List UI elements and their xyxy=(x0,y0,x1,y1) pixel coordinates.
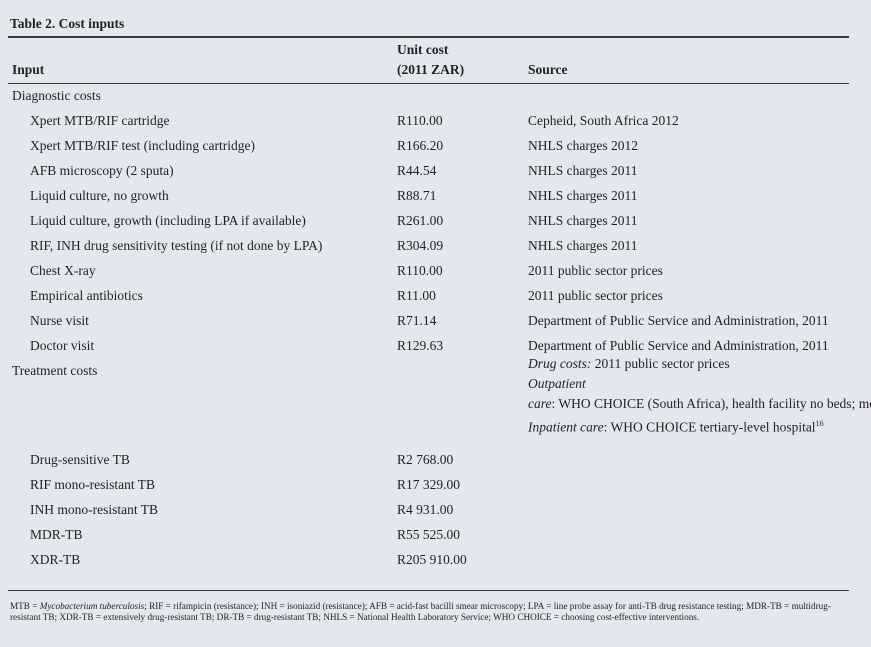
row-unit-cost: R205 910.00 xyxy=(397,552,467,567)
row-unit-cost: R17 329.00 xyxy=(397,477,461,492)
row-input: Chest X-ray xyxy=(30,263,96,278)
row-source: NHLS charges 2011 xyxy=(528,188,638,203)
rule xyxy=(8,36,849,38)
row-input: AFB microscopy (2 sputa) xyxy=(30,163,174,178)
row-input: Empirical antibiotics xyxy=(30,288,143,303)
row-unit-cost: R261.00 xyxy=(397,213,444,228)
row-input: Xpert MTB/RIF test (including cartridge) xyxy=(30,138,255,153)
row-input: Liquid culture, growth (including LPA if… xyxy=(30,213,306,228)
source-notes: Drug costs: 2011 public sector prices Out… xyxy=(528,354,871,438)
header: Unit cost xyxy=(397,42,449,57)
note-label: Drug costs: xyxy=(528,356,592,371)
row-source: NHLS charges 2011 xyxy=(528,238,638,253)
row-unit-cost: R44.54 xyxy=(397,163,437,178)
row-source: NHLS charges 2012 xyxy=(528,138,638,153)
row-source: Cepheid, South Africa 2012 xyxy=(528,113,679,128)
row-source: NHLS charges 2011 xyxy=(528,213,638,228)
row-unit-cost: R55 525.00 xyxy=(397,527,461,542)
row-unit-cost: R110.00 xyxy=(397,113,443,128)
row-unit-cost: R11.00 xyxy=(397,288,436,303)
row-unit-cost: R129.63 xyxy=(397,338,444,353)
section-label: Treatment costs xyxy=(12,363,98,378)
table-title: Table 2. Cost inputs xyxy=(10,16,125,31)
row-input: RIF mono-resistant TB xyxy=(30,477,156,492)
footnote-text: MTB = xyxy=(10,601,40,611)
row-unit-cost: R304.09 xyxy=(397,238,444,253)
row-input: Doctor visit xyxy=(30,338,95,353)
header: Source xyxy=(528,62,568,77)
row-input: Liquid culture, no growth xyxy=(30,188,169,203)
note-label: Outpatient care xyxy=(528,376,586,411)
header: Input xyxy=(12,62,45,77)
row-input: Drug-sensitive TB xyxy=(30,452,130,467)
source-note: Outpatient care: WHO CHOICE (South Afric… xyxy=(528,374,871,414)
source-note: Inpatient care: WHO CHOICE tertiary-leve… xyxy=(528,414,853,438)
note-ref: 16 xyxy=(815,419,824,428)
row-input: RIF, INH drug sensitivity testing (if no… xyxy=(30,238,323,253)
row-input: INH mono-resistant TB xyxy=(30,502,158,517)
rule xyxy=(8,83,849,84)
note-text: 2011 public sector prices xyxy=(591,356,730,371)
row-unit-cost: R166.20 xyxy=(397,138,444,153)
row-unit-cost: R71.14 xyxy=(397,313,437,328)
row-source: Department of Public Service and Adminis… xyxy=(528,338,829,353)
footnote-text: Mycobacterium tuberculosis xyxy=(39,601,145,611)
row-input: Xpert MTB/RIF cartridge xyxy=(30,113,170,128)
row-unit-cost: R4 931.00 xyxy=(397,502,454,517)
footnote-text: ; RIF = rifampicin (resistance); INH = i… xyxy=(10,601,831,622)
source-note: Drug costs: 2011 public sector prices xyxy=(528,354,853,374)
header: (2011 ZAR) xyxy=(397,62,465,77)
row-source: 2011 public sector prices xyxy=(528,288,663,303)
note-text: : WHO CHOICE (South Africa), health faci… xyxy=(551,396,871,411)
footnote: MTB = Mycobacterium tuberculosis; RIF = … xyxy=(10,601,850,622)
row-input: Nurse visit xyxy=(30,313,89,328)
note-text: : WHO CHOICE tertiary-level hospital xyxy=(603,419,816,435)
section-label: Diagnostic costs xyxy=(12,88,101,103)
row-input: MDR-TB xyxy=(30,527,83,542)
row-source: Department of Public Service and Adminis… xyxy=(528,313,829,328)
rule xyxy=(8,590,849,591)
row-unit-cost: R88.71 xyxy=(397,188,437,203)
row-source: NHLS charges 2011 xyxy=(528,163,638,178)
row-source: 2011 public sector prices xyxy=(528,263,663,278)
note-label: Inpatient care xyxy=(528,419,604,435)
row-unit-cost: R2 768.00 xyxy=(397,452,454,467)
row-input: XDR-TB xyxy=(30,552,81,567)
row-unit-cost: R110.00 xyxy=(397,263,443,278)
